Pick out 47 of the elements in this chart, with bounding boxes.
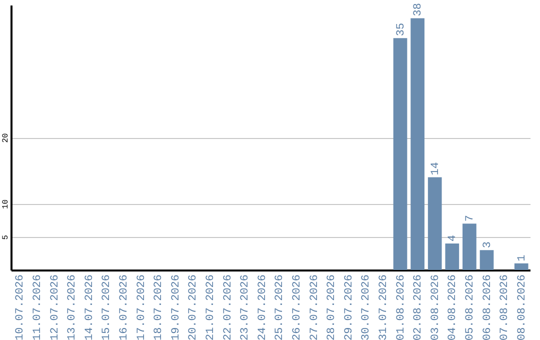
x-tick-label: 16.07.2026 (118, 274, 130, 340)
x-tick-label: 22.07.2026 (222, 274, 234, 340)
x-tick-label: 11.07.2026 (32, 274, 44, 340)
x-tick-label: 28.07.2026 (326, 274, 338, 340)
x-tick-label: 02.08.2026 (412, 274, 425, 340)
x-tick-label: 19.07.2026 (170, 274, 182, 340)
bar (462, 224, 476, 270)
data-label: 4 (447, 234, 460, 242)
y-tick-label: 20 (2, 133, 10, 143)
x-tick-label: 03.08.2026 (430, 274, 442, 340)
data-label: 1 (516, 254, 528, 262)
x-tick-label: 24.07.2026 (256, 274, 269, 340)
x-tick-label: 06.08.2026 (482, 274, 494, 340)
y-tick-label: 5 (2, 234, 10, 240)
y-tick-label: 10 (2, 199, 10, 210)
x-tick-label: 10.07.2026 (14, 274, 27, 340)
x-tick-label: 12.07.2026 (49, 274, 62, 340)
data-label: 7 (464, 215, 476, 222)
x-tick-label: 17.07.2026 (136, 274, 148, 340)
x-tick-label: 15.07.2026 (101, 274, 114, 340)
bar (514, 263, 528, 270)
x-tick-label: 01.08.2026 (395, 274, 408, 340)
x-tick-label: 25.07.2026 (274, 274, 286, 340)
x-tick-label: 04.08.2026 (447, 274, 460, 340)
x-tick-label: 08.08.2026 (516, 274, 528, 340)
x-tick-label: 05.08.2026 (464, 274, 476, 340)
data-label: 14 (430, 162, 442, 176)
x-tick-label: 23.07.2026 (240, 274, 252, 340)
bar (480, 250, 494, 270)
data-label: 3 (482, 242, 494, 248)
x-tick-label: 29.07.2026 (343, 274, 356, 340)
x-tick-label: 27.07.2026 (308, 274, 321, 340)
data-label: 35 (395, 22, 408, 36)
x-tick-label: 20.07.2026 (188, 274, 200, 340)
x-tick-label: 30.07.2026 (360, 274, 373, 340)
bar (445, 244, 460, 270)
x-tick-label: 31.07.2026 (378, 274, 390, 340)
x-tick-label: 26.07.2026 (291, 274, 304, 340)
bar (428, 177, 442, 270)
x-tick-label: 07.08.2026 (499, 274, 512, 340)
x-tick-label: 13.07.2026 (66, 274, 79, 340)
x-tick-label: 21.07.2026 (204, 274, 217, 340)
data-label: 38 (412, 3, 425, 16)
x-tick-label: 18.07.2026 (153, 274, 166, 340)
bar (410, 18, 424, 270)
bar (393, 38, 408, 270)
x-tick-label: 14.07.2026 (84, 274, 96, 340)
